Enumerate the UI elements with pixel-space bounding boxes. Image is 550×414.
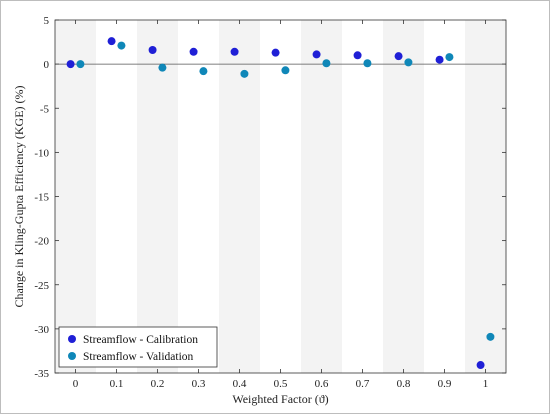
y-tick-label: -10 xyxy=(34,147,49,159)
calibration-point xyxy=(107,37,116,46)
validation-point xyxy=(240,69,249,78)
x-tick-label: 0.4 xyxy=(233,378,247,390)
validation-point xyxy=(445,53,454,62)
x-tick-label: 0.7 xyxy=(356,378,370,390)
shaded-band xyxy=(219,20,260,373)
shaded-bands xyxy=(55,20,506,373)
calibration-point xyxy=(353,51,362,60)
plot-frame xyxy=(54,19,507,374)
shaded-band xyxy=(465,20,506,373)
legend-marker-calibration xyxy=(68,335,76,343)
y-tick-label: 0 xyxy=(44,59,50,71)
calibration-point xyxy=(435,55,444,64)
legend-label-calibration: Streamflow - Calibration xyxy=(83,334,198,346)
validation-point xyxy=(486,332,495,341)
validation-point xyxy=(76,60,85,69)
shaded-band xyxy=(55,20,96,373)
y-tick-label: -25 xyxy=(34,280,49,292)
x-tick-label: 0.2 xyxy=(151,378,165,390)
calibration-point xyxy=(394,52,403,61)
calibration-point xyxy=(476,361,485,370)
calibration-point xyxy=(312,50,321,59)
y-tick-label: -15 xyxy=(34,192,49,204)
validation-point xyxy=(117,41,126,50)
y-tick-label: -5 xyxy=(40,103,50,115)
x-tick-label: 0.6 xyxy=(315,378,329,390)
shaded-band xyxy=(301,20,342,373)
validation-point xyxy=(322,59,331,68)
x-tick-label: 0.8 xyxy=(397,378,411,390)
y-tick-label: -20 xyxy=(34,236,49,248)
validation-point xyxy=(404,58,413,67)
x-tick-label: 1 xyxy=(483,378,489,390)
y-tick-label: 5 xyxy=(44,15,50,27)
calibration-point xyxy=(189,47,198,56)
x-tick-label: 0.9 xyxy=(438,378,452,390)
x-tick-label: 0.3 xyxy=(192,378,206,390)
x-tick-label: 0.1 xyxy=(110,378,124,390)
y-axis-title: Change in Kling-Gupta Efficiency (KGE) (… xyxy=(12,85,26,307)
legend: Streamflow - Calibration Streamflow - Va… xyxy=(58,326,218,368)
validation-point xyxy=(199,67,208,76)
calibration-point xyxy=(271,48,280,57)
axis-ticks: 0 0.1 0.2 0.3 0.4 0.5 0.6 0.7 0.8 0.9 1 5 0 -5 -10 -15 -… xyxy=(34,15,506,390)
calibration-point xyxy=(148,46,157,55)
calibration-point xyxy=(66,60,75,69)
shaded-band xyxy=(383,20,424,373)
legend-label-validation: Streamflow - Validation xyxy=(83,351,194,363)
shaded-band xyxy=(137,20,178,373)
validation-point xyxy=(281,66,290,75)
validation-point xyxy=(363,59,372,68)
validation-point xyxy=(158,63,167,72)
x-tick-label: 0.5 xyxy=(274,378,288,390)
y-tick-label: -35 xyxy=(34,368,49,380)
data-points xyxy=(66,37,495,370)
y-tick-label: -30 xyxy=(34,324,49,336)
x-tick-label: 0 xyxy=(73,378,79,390)
legend-box xyxy=(58,326,218,368)
x-axis-title: Weighted Factor (ϑ) xyxy=(232,392,328,406)
calibration-point xyxy=(230,47,239,56)
legend-marker-validation xyxy=(68,352,76,360)
